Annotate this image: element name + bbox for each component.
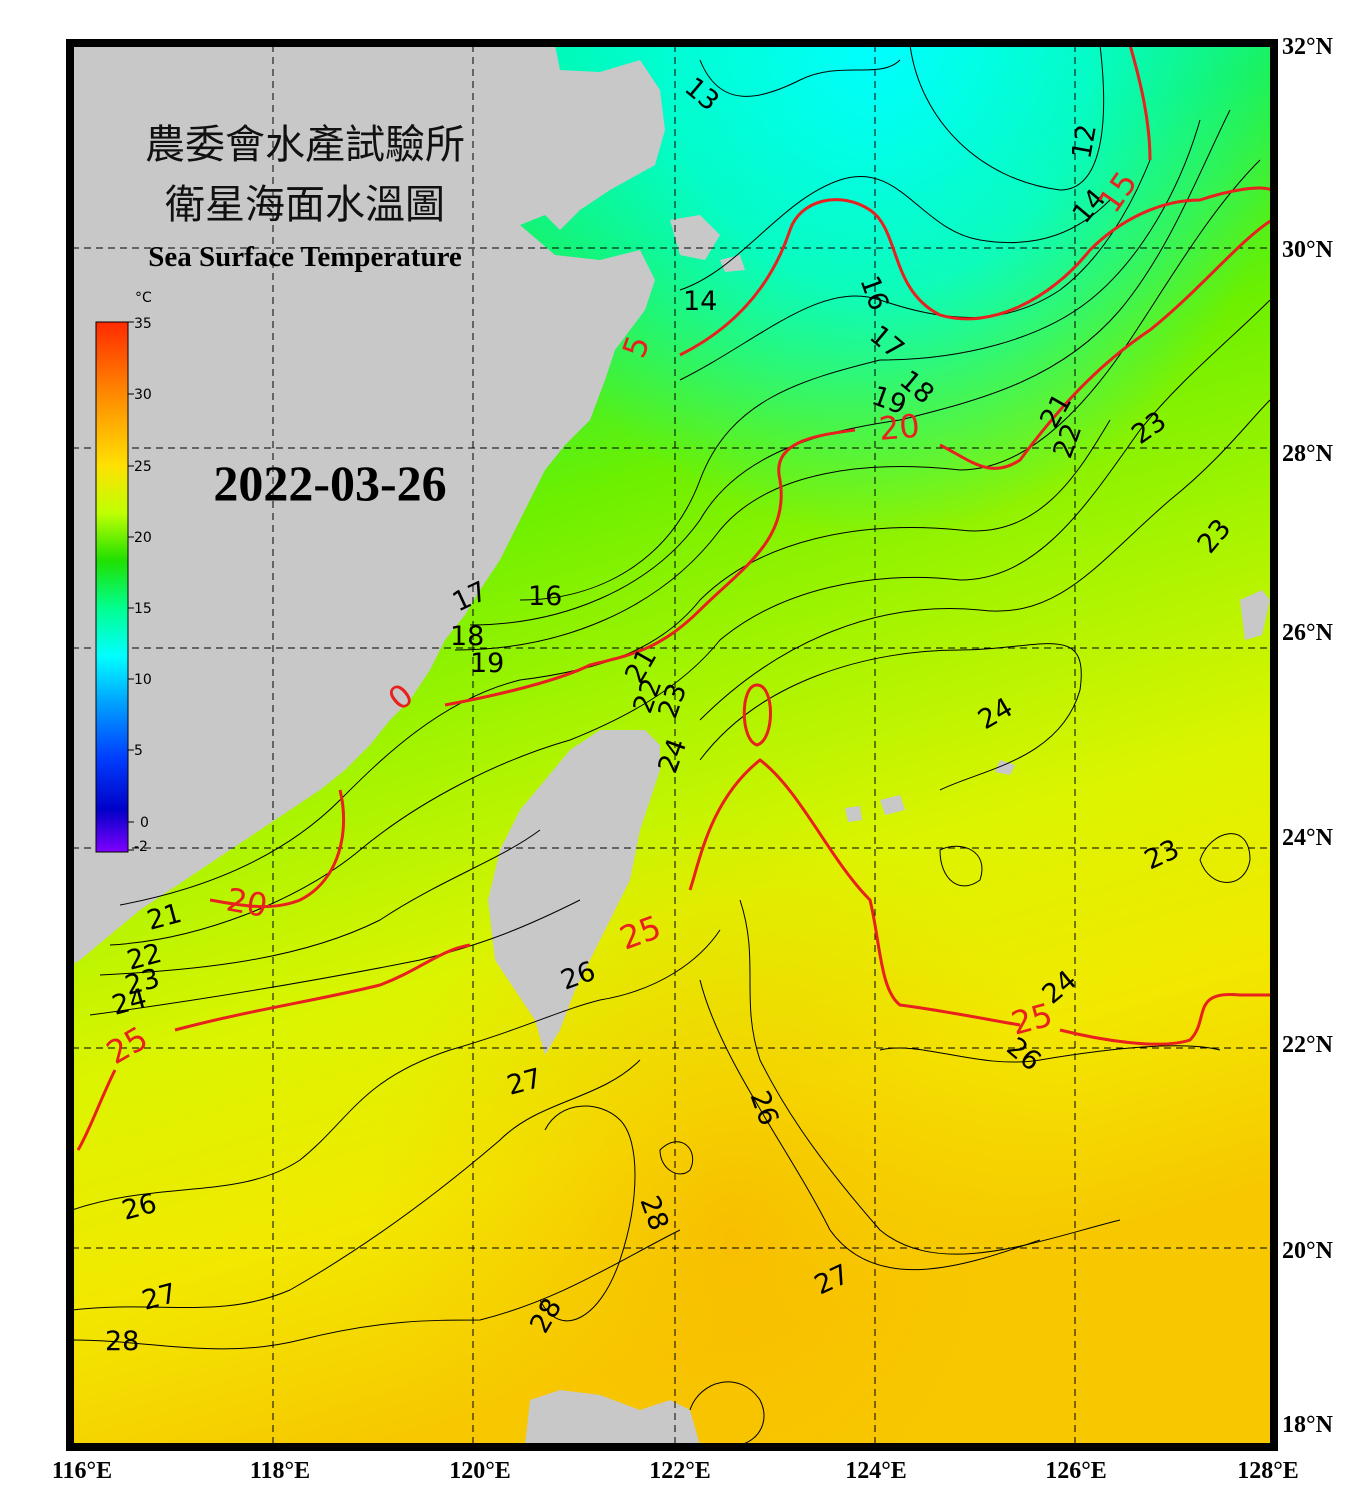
red-isotherms: [76, 45, 1272, 1151]
isotherm-label-red: 20: [877, 407, 921, 448]
colorbar-tick: 10: [134, 672, 152, 688]
title-line1: 農委會水產試驗所: [145, 122, 465, 168]
colorbar-tick: 5: [134, 743, 143, 759]
lat-label: 20°N: [1282, 1238, 1334, 1264]
colorbar-unit: °C: [135, 290, 152, 306]
title-line2: 衛星海面水溫圖: [165, 182, 445, 228]
isotherm-label-red: 20: [224, 880, 271, 924]
isotherm-label: 12: [1066, 122, 1102, 161]
colorbar-tick: 0: [140, 815, 149, 831]
zhoushan-islands: [670, 215, 745, 272]
taiwan-island: [488, 730, 660, 1055]
lon-label: 124°E: [845, 1458, 907, 1484]
lon-label: 118°E: [250, 1458, 310, 1484]
map-frame: [66, 39, 1278, 1451]
title-english: Sea Surface Temperature: [148, 241, 462, 273]
lat-label: 28°N: [1282, 441, 1334, 467]
isotherm-label: 18: [450, 621, 484, 652]
colorbar-tick: 25: [134, 459, 152, 475]
lon-label: 120°E: [449, 1458, 511, 1484]
isotherm-label: 19: [470, 648, 504, 679]
lat-label: 26°N: [1282, 620, 1334, 646]
isotherm-label: 14: [683, 286, 717, 317]
colorbar-tick: 30: [134, 387, 152, 403]
lon-label: 126°E: [1045, 1458, 1107, 1484]
lon-label: 128°E: [1237, 1458, 1299, 1484]
lat-label: 30°N: [1282, 237, 1334, 263]
lat-label: 22°N: [1282, 1032, 1334, 1058]
mainland-china: [72, 45, 665, 965]
lat-label: 24°N: [1282, 825, 1334, 851]
colorbar-tick: 15: [134, 601, 152, 617]
lat-label: 32°N: [1282, 34, 1334, 60]
ryukyu-islands: [845, 590, 1270, 822]
colorbar-tick: -2: [134, 839, 148, 855]
luzon-island: [525, 1390, 700, 1445]
latitude-labels: 32°N 30°N 28°N 26°N 24°N 22°N 20°N 18°N: [1282, 34, 1334, 1438]
lat-label: 18°N: [1282, 1412, 1334, 1438]
longitude-labels: 116°E 118°E 120°E 122°E 124°E 126°E 128°…: [52, 1458, 1299, 1484]
sea-field: 13 12 14 16 17 18 19 21 22 23 23 23 14 1…: [72, 45, 1272, 1445]
lon-label: 122°E: [649, 1458, 711, 1484]
colorbar: °C 35 30 25 20 15 10 5 0 -2: [95, 290, 152, 855]
lat-lon-grid: [72, 45, 1272, 1445]
isotherm-label: 28: [105, 1326, 139, 1357]
colorbar-tick: 20: [134, 530, 152, 546]
date-label: 2022-03-26: [213, 455, 446, 511]
colorbar-scale: [95, 321, 129, 853]
colorbar-tick: 35: [134, 316, 152, 332]
isotherm-label: 16: [528, 581, 562, 612]
lon-label: 116°E: [52, 1458, 112, 1484]
